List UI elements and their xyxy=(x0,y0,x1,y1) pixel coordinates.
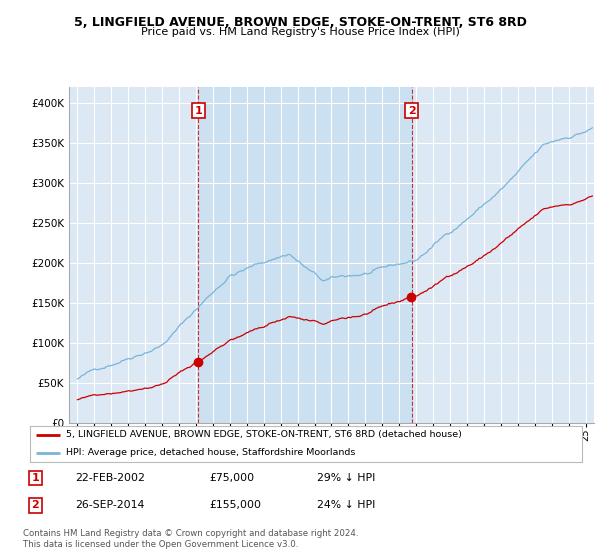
Text: 26-SEP-2014: 26-SEP-2014 xyxy=(75,501,145,510)
Text: Price paid vs. HM Land Registry's House Price Index (HPI): Price paid vs. HM Land Registry's House … xyxy=(140,27,460,37)
Text: 2: 2 xyxy=(31,501,39,510)
Text: 5, LINGFIELD AVENUE, BROWN EDGE, STOKE-ON-TRENT, ST6 8RD (detached house): 5, LINGFIELD AVENUE, BROWN EDGE, STOKE-O… xyxy=(66,430,462,439)
Text: £155,000: £155,000 xyxy=(209,501,261,510)
Text: 22-FEB-2002: 22-FEB-2002 xyxy=(75,473,145,483)
Text: HPI: Average price, detached house, Staffordshire Moorlands: HPI: Average price, detached house, Staf… xyxy=(66,449,355,458)
Text: 1: 1 xyxy=(194,106,202,116)
Text: 24% ↓ HPI: 24% ↓ HPI xyxy=(317,501,376,510)
Text: 5, LINGFIELD AVENUE, BROWN EDGE, STOKE-ON-TRENT, ST6 8RD: 5, LINGFIELD AVENUE, BROWN EDGE, STOKE-O… xyxy=(74,16,526,29)
Text: 2: 2 xyxy=(408,106,416,116)
Text: 29% ↓ HPI: 29% ↓ HPI xyxy=(317,473,376,483)
Text: £75,000: £75,000 xyxy=(209,473,254,483)
Bar xyxy=(198,87,412,423)
Text: Contains HM Land Registry data © Crown copyright and database right 2024.
This d: Contains HM Land Registry data © Crown c… xyxy=(23,529,358,549)
Text: 1: 1 xyxy=(31,473,39,483)
